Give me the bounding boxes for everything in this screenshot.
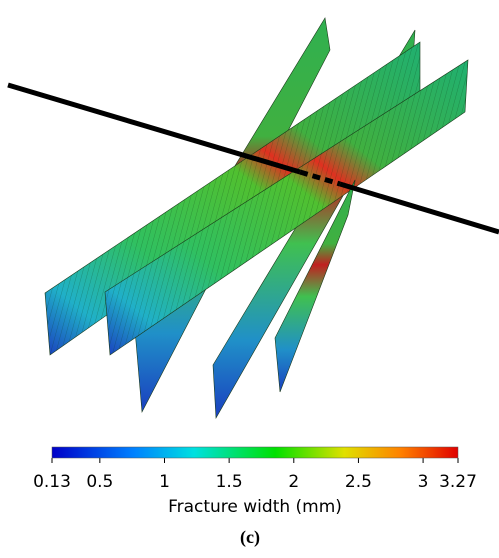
colorbar [52,447,458,458]
well-line-hidden [299,169,341,187]
colorbar-frame [51,446,459,459]
tick-label: 3.27 [439,472,477,492]
fracture [274,179,356,393]
well-line [7,82,301,175]
tick-label: 0.13 [33,472,71,492]
fractures [44,17,469,420]
tick-label: 1.5 [216,472,243,492]
tick-label: 3 [418,472,429,492]
tick-label: 2 [288,472,299,492]
fracture-mesh [45,42,420,355]
tick-label: 2.5 [345,472,372,492]
fracture-mesh [105,60,468,355]
tick-label: 0.5 [86,472,113,492]
tick-label: 1 [159,472,170,492]
well-line [339,181,499,235]
caption: (c) [240,527,260,548]
colorbar-label: Fracture width (mm) [168,497,342,517]
